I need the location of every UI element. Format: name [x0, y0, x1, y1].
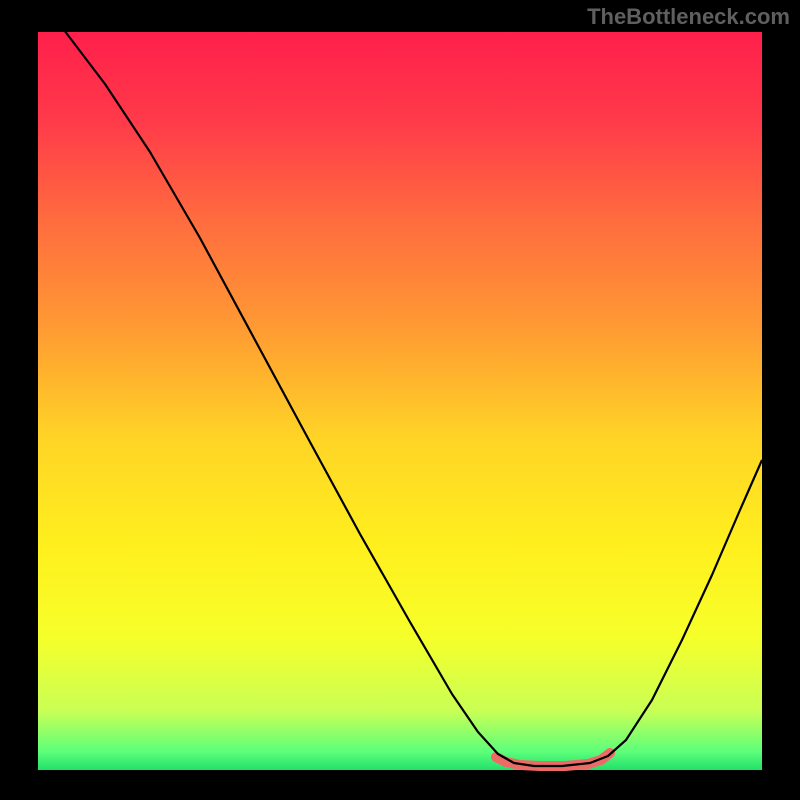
plot-area — [38, 32, 762, 770]
chart-canvas: TheBottleneck.com — [0, 0, 800, 800]
bottleneck-curve-chart — [0, 0, 800, 800]
watermark-text: TheBottleneck.com — [587, 4, 790, 30]
